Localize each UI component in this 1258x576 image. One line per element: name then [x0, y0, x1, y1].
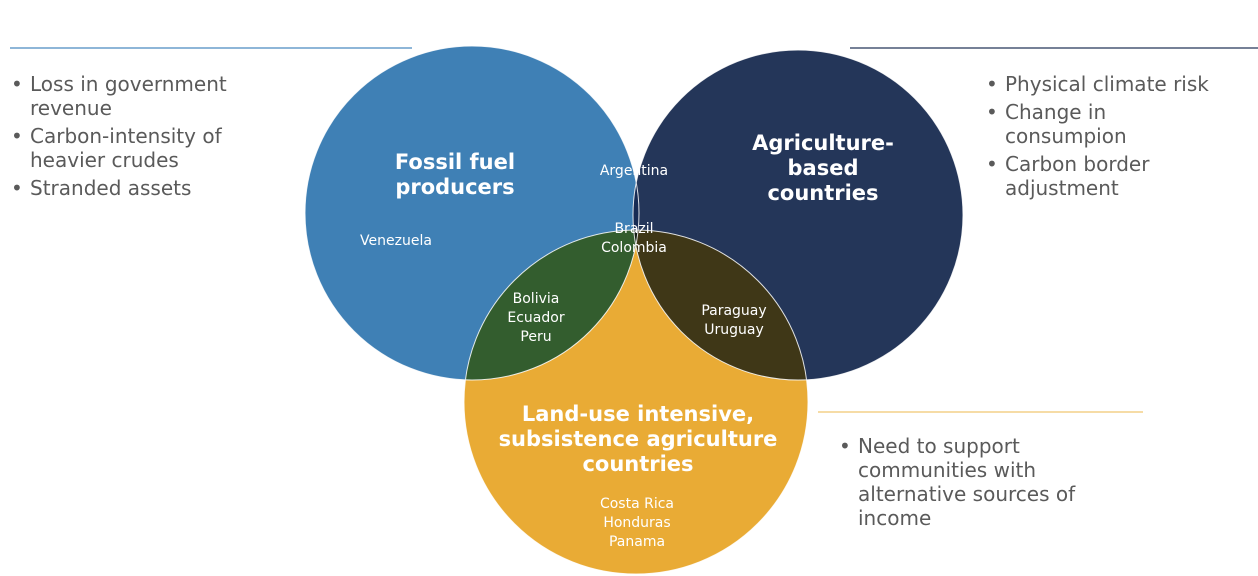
bullets-agriculture: Physical climate risk Change in consumpi…	[985, 72, 1258, 204]
bullet: Carbon border adjustment	[986, 152, 1258, 200]
country-group: Bolivia Ecuador Peru	[476, 290, 596, 347]
bullets-fossil: Loss in government revenue Carbon-intens…	[10, 72, 320, 204]
circle-outline	[632, 49, 964, 381]
country: Paraguay	[701, 303, 767, 319]
country: Colombia	[601, 240, 667, 256]
bullet: Carbon-intensity of heavier crudes	[11, 124, 320, 172]
bullet: Change in consumpion	[986, 100, 1258, 148]
circle-outline	[463, 229, 809, 575]
circle-title: Fossil fuel producers	[394, 150, 516, 199]
country: Ecuador	[507, 310, 565, 326]
country-group: Argentina	[574, 162, 694, 181]
country-group: Venezuela	[336, 232, 456, 251]
circle-title: Land-use intensive, subsistence agricult…	[498, 402, 778, 476]
country: Honduras	[603, 515, 671, 531]
circle-outline	[304, 45, 640, 381]
country: Bolivia	[512, 291, 560, 307]
bullet: Loss in government revenue	[11, 72, 320, 120]
country-group: Costa Rica Honduras Panama	[577, 495, 697, 552]
bullet: Physical climate risk	[986, 72, 1258, 96]
country: Panama	[608, 534, 666, 550]
bullet: Stranded assets	[11, 176, 320, 200]
country-group: Paraguay Uruguay	[674, 302, 794, 340]
country: Uruguay	[704, 322, 764, 338]
bullets-land-use: Need to support communities with alterna…	[838, 434, 1118, 534]
country: Argentina	[599, 163, 669, 179]
overlap-fossil-land	[464, 230, 639, 380]
bullet: Need to support communities with alterna…	[839, 434, 1118, 530]
country: Venezuela	[360, 233, 432, 249]
circle-title: Agriculture- based countries	[752, 131, 894, 205]
country: Brazil	[614, 221, 654, 237]
country: Costa Rica	[599, 496, 675, 512]
country-group: Brazil Colombia	[574, 220, 694, 258]
country: Peru	[520, 329, 552, 345]
overlap-agri-land	[633, 230, 808, 380]
